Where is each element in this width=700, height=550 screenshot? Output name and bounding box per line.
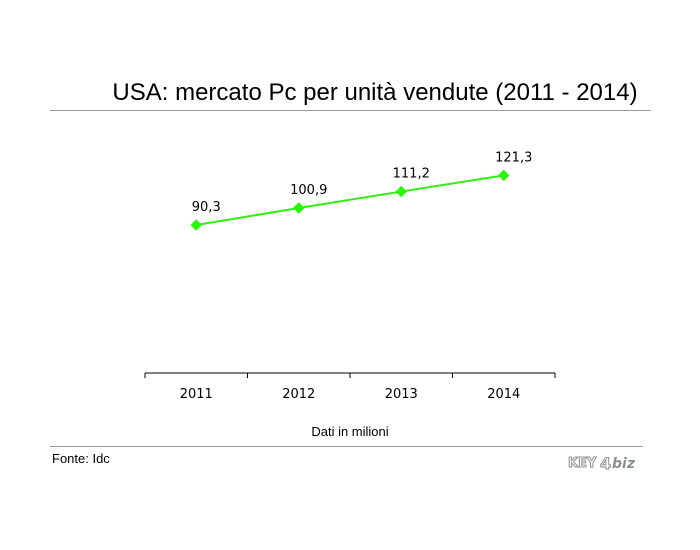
data-point-marker [395, 185, 407, 198]
x-tick-label: 2014 [487, 387, 520, 402]
x-tick-label: 2011 [180, 387, 213, 402]
data-label: 111,2 [393, 167, 430, 182]
logo-biz-text: biz [612, 456, 636, 472]
footer-divider [50, 446, 643, 447]
data-point-marker [498, 169, 510, 182]
data-label: 100,9 [290, 183, 327, 198]
series-line [196, 174, 504, 226]
x-tick-label: 2012 [282, 387, 315, 402]
data-point-marker [293, 202, 305, 214]
chart-note: Dati in milioni [311, 424, 389, 439]
data-label: 90,3 [192, 200, 221, 215]
logo-key-text: KEY [568, 456, 597, 471]
source-label: Fonte: Idc [52, 451, 110, 466]
x-tick-label: 2013 [385, 387, 418, 402]
keybiz-logo: KEY 4 biz [568, 454, 636, 473]
title-divider [50, 110, 651, 111]
data-point-marker [190, 219, 202, 231]
page-title: USA: mercato Pc per unità vendute (2011 … [112, 79, 638, 106]
logo-four-mark: 4 [600, 454, 611, 472]
data-label: 121,3 [495, 150, 532, 165]
